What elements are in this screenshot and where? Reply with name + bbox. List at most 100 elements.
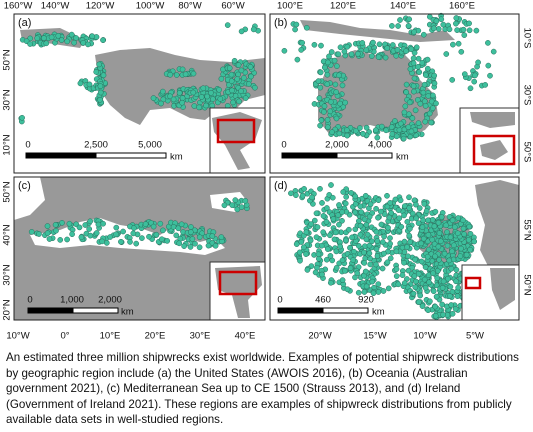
shipwreck-dot — [357, 125, 363, 131]
shipwreck-dot — [433, 18, 440, 24]
caption: An estimated three million shipwrecks ex… — [6, 351, 519, 426]
shipwreck-dot — [434, 275, 441, 281]
scale-label: 0 — [27, 295, 32, 306]
shipwreck-dot — [181, 243, 187, 249]
shipwreck-dot — [490, 48, 497, 55]
shipwreck-dot — [385, 224, 391, 231]
shipwreck-dot — [323, 256, 330, 263]
shipwreck-dot — [324, 205, 330, 211]
shipwreck-dot — [307, 237, 314, 244]
shipwreck-dot — [361, 260, 368, 266]
shipwreck-dot — [436, 256, 442, 263]
shipwreck-dot — [433, 293, 440, 300]
shipwreck-dot — [466, 20, 472, 27]
shipwreck-dot — [425, 93, 432, 99]
shipwreck-dot — [150, 95, 157, 101]
shipwreck-dot — [86, 81, 93, 88]
shipwreck-dot — [363, 283, 370, 290]
shipwreck-dot — [485, 62, 492, 69]
shipwreck-dot — [446, 257, 453, 264]
shipwreck-dot — [361, 216, 368, 223]
shipwreck-dot — [454, 230, 461, 237]
shipwreck-dot — [113, 224, 120, 231]
shipwreck-dot — [421, 81, 428, 88]
shipwreck-dot — [443, 222, 449, 229]
shipwreck-dot — [409, 115, 416, 122]
shipwreck-dot — [247, 64, 254, 70]
axis-tick-label: 160°E — [449, 1, 475, 12]
shipwreck-dot — [298, 239, 305, 245]
shipwreck-dot — [78, 234, 85, 241]
shipwreck-dot — [316, 95, 323, 102]
shipwreck-dot — [86, 226, 93, 232]
shipwreck-dot — [87, 218, 94, 225]
scale-bar — [27, 307, 74, 314]
shipwreck-dot — [281, 47, 288, 54]
shipwreck-dot — [451, 224, 458, 230]
shipwreck-dot — [208, 89, 214, 96]
shipwreck-dot — [378, 123, 385, 130]
shipwreck-dot — [405, 23, 412, 29]
shipwreck-dot — [226, 65, 233, 71]
panel-frame — [13, 13, 266, 174]
shipwreck-dot — [419, 59, 426, 66]
shipwreck-dot — [77, 80, 84, 87]
shipwreck-dot — [234, 76, 241, 82]
shipwreck-dot — [375, 197, 382, 204]
shipwreck-dot — [232, 197, 239, 203]
axis-tick-label: 30°N — [2, 264, 13, 285]
scale-label: 920 — [358, 295, 374, 306]
shipwreck-dot — [95, 221, 102, 228]
shipwreck-dot — [422, 118, 429, 125]
shipwreck-dot — [339, 277, 346, 283]
shipwreck-dot — [242, 95, 249, 101]
shipwreck-dot — [421, 98, 428, 105]
shipwreck-dot — [97, 83, 104, 89]
shipwreck-dot — [298, 47, 305, 53]
shipwreck-dot — [410, 55, 417, 62]
shipwreck-dot — [205, 242, 212, 249]
shipwreck-dot — [407, 66, 414, 72]
shipwreck-dot — [406, 194, 412, 201]
shipwreck-dot — [100, 37, 106, 43]
panel-label: (b) — [274, 17, 287, 29]
shipwreck-dot — [432, 303, 439, 310]
shipwreck-dot — [317, 185, 323, 192]
shipwreck-dot — [337, 243, 344, 250]
shipwreck-dot — [405, 253, 411, 260]
shipwreck-dot — [347, 244, 353, 251]
shipwreck-dot — [418, 258, 425, 265]
shipwreck-dot — [355, 289, 362, 296]
shipwreck-dot — [293, 241, 300, 247]
shipwreck-dot — [328, 49, 335, 55]
shipwreck-dot — [229, 87, 235, 94]
shipwreck-dot — [364, 231, 371, 238]
scale-bar — [336, 152, 393, 159]
shipwreck-dot — [369, 278, 376, 285]
shipwreck-dot — [100, 220, 106, 227]
shipwreck-dot — [333, 89, 340, 95]
shipwreck-dot — [176, 240, 183, 247]
shipwreck-dot — [461, 231, 467, 237]
shipwreck-dot — [432, 253, 438, 260]
shipwreck-dot — [425, 232, 432, 238]
shipwreck-dot — [420, 89, 427, 96]
shipwreck-dot — [93, 69, 100, 75]
shipwreck-dot — [447, 283, 454, 290]
axis-tick-label: 20°N — [2, 299, 13, 320]
shipwreck-dot — [82, 222, 89, 228]
axis-tick-label: 0° — [60, 331, 69, 342]
shipwreck-dot — [415, 120, 422, 127]
shipwreck-dot — [401, 259, 407, 266]
shipwreck-dot — [19, 114, 25, 121]
shipwreck-dot — [173, 232, 180, 239]
shipwreck-dot — [352, 193, 359, 200]
shipwreck-dot — [245, 81, 252, 87]
shipwreck-dot — [393, 273, 400, 279]
shipwreck-dot — [203, 102, 209, 109]
shipwreck-dot — [157, 220, 164, 227]
shipwreck-dot — [333, 264, 340, 271]
shipwreck-dot — [465, 236, 472, 243]
shipwreck-dot — [344, 43, 351, 50]
land — [300, 20, 455, 42]
